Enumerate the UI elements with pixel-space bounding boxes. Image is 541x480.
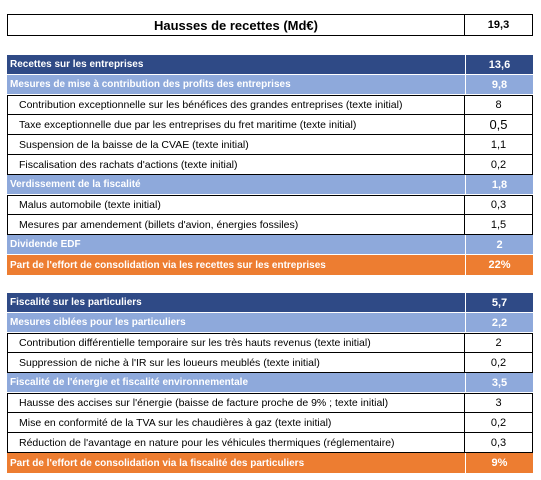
item-value: 0,3 (465, 195, 533, 215)
group-value: 9,8 (465, 75, 533, 95)
item-value: 8 (465, 95, 533, 115)
group-label: Verdissement de la fiscalité (7, 175, 465, 195)
table-row: Suppression de niche à l'IR sur les loue… (7, 353, 533, 373)
group-row: Fiscalité de l'énergie et fiscalité envi… (7, 373, 533, 393)
table-row: Taxe exceptionnelle due par les entrepri… (7, 115, 533, 135)
section-title-label: Recettes sur les entreprises (7, 55, 465, 75)
table-row: Contribution différentielle temporaire s… (7, 333, 533, 353)
table-row: Contribution exceptionnelle sur les béné… (7, 95, 533, 115)
item-value: 0,5 (465, 115, 533, 135)
group-value: 1,8 (465, 175, 533, 195)
table-row: Suspension de la baisse de la CVAE (text… (7, 135, 533, 155)
item-label: Malus automobile (texte initial) (7, 195, 465, 215)
section-title-value: 5,7 (465, 293, 533, 313)
share-value: 9% (465, 453, 533, 473)
item-label: Contribution différentielle temporaire s… (7, 333, 465, 353)
item-label: Suppression de niche à l'IR sur les loue… (7, 353, 465, 373)
item-value: 1,5 (465, 215, 533, 235)
share-label: Part de l'effort de consolidation via le… (7, 255, 465, 275)
group-row: Mesures de mise à contribution des profi… (7, 75, 533, 95)
section-title-value: 13,6 (465, 55, 533, 75)
header-label: Hausses de recettes (Md€) (7, 14, 465, 36)
group-value: 2,2 (465, 313, 533, 333)
group-value: 2 (465, 235, 533, 255)
share-row: Part de l'effort de consolidation via la… (7, 453, 533, 473)
section-title-label: Fiscalité sur les particuliers (7, 293, 465, 313)
item-value: 0,3 (465, 433, 533, 453)
group-row: Mesures ciblées pour les particuliers 2,… (7, 313, 533, 333)
header-row: Hausses de recettes (Md€) 19,3 (7, 14, 533, 36)
group-label: Mesures ciblées pour les particuliers (7, 313, 465, 333)
header-table: Hausses de recettes (Md€) 19,3 (7, 14, 533, 36)
item-label: Contribution exceptionnelle sur les béné… (7, 95, 465, 115)
item-value: 2 (465, 333, 533, 353)
item-value: 0,2 (465, 353, 533, 373)
section-title-row: Recettes sur les entreprises 13,6 (7, 55, 533, 75)
group-value: 3,5 (465, 373, 533, 393)
header-value: 19,3 (465, 14, 533, 36)
item-value: 1,1 (465, 135, 533, 155)
item-label: Réduction de l'avantage en nature pour l… (7, 433, 465, 453)
group-row: Verdissement de la fiscalité 1,8 (7, 175, 533, 195)
group-label: Dividende EDF (7, 235, 465, 255)
item-label: Mesures par amendement (billets d'avion,… (7, 215, 465, 235)
item-value: 3 (465, 393, 533, 413)
item-label: Hausse des accises sur l'énergie (baisse… (7, 393, 465, 413)
table-row: Hausse des accises sur l'énergie (baisse… (7, 393, 533, 413)
item-value: 0,2 (465, 155, 533, 175)
item-label: Taxe exceptionnelle due par les entrepri… (7, 115, 465, 135)
item-label: Mise en conformité de la TVA sur les cha… (7, 413, 465, 433)
item-label: Fiscalisation des rachats d'actions (tex… (7, 155, 465, 175)
item-label: Suspension de la baisse de la CVAE (text… (7, 135, 465, 155)
table-row: Réduction de l'avantage en nature pour l… (7, 433, 533, 453)
section-entreprises: Recettes sur les entreprises 13,6 Mesure… (7, 55, 533, 275)
group-row: Dividende EDF 2 (7, 235, 533, 255)
table-row: Fiscalisation des rachats d'actions (tex… (7, 155, 533, 175)
share-label: Part de l'effort de consolidation via la… (7, 453, 465, 473)
item-value: 0,2 (465, 413, 533, 433)
table-row: Mesures par amendement (billets d'avion,… (7, 215, 533, 235)
group-label: Fiscalité de l'énergie et fiscalité envi… (7, 373, 465, 393)
group-label: Mesures de mise à contribution des profi… (7, 75, 465, 95)
section-particuliers: Fiscalité sur les particuliers 5,7 Mesur… (7, 293, 533, 473)
table-row: Malus automobile (texte initial) 0,3 (7, 195, 533, 215)
share-value: 22% (465, 255, 533, 275)
share-row: Part de l'effort de consolidation via le… (7, 255, 533, 275)
table-row: Mise en conformité de la TVA sur les cha… (7, 413, 533, 433)
section-title-row: Fiscalité sur les particuliers 5,7 (7, 293, 533, 313)
